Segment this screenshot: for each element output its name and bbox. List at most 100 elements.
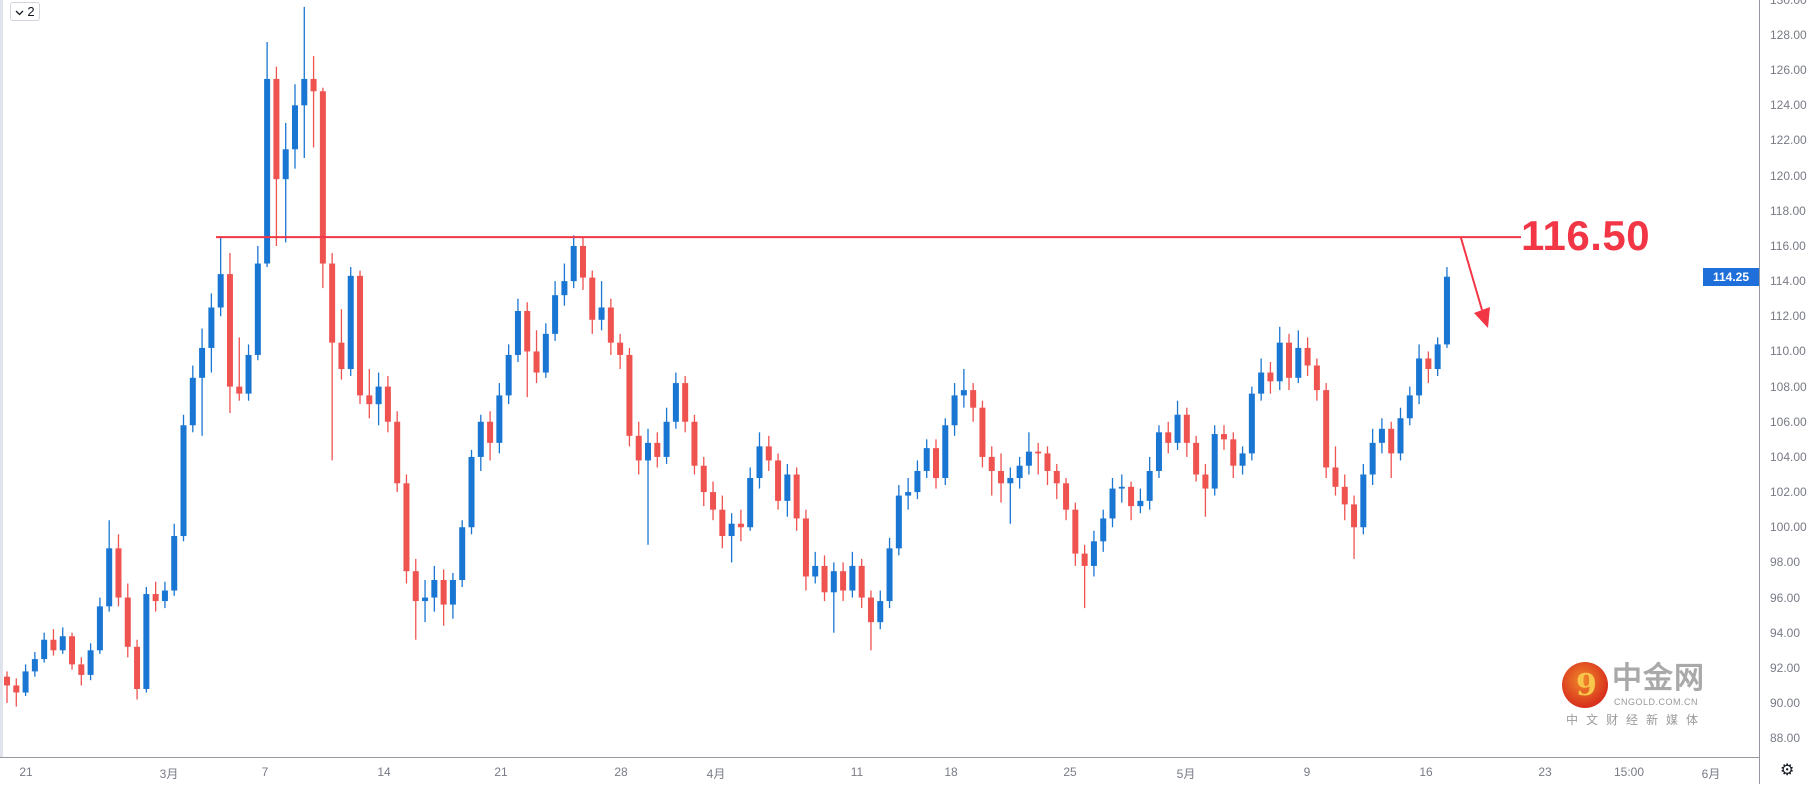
candle: [403, 474, 410, 584]
candle: [561, 263, 568, 306]
candle: [1193, 435, 1200, 482]
candle: [1369, 428, 1376, 486]
candle-body: [1137, 500, 1144, 507]
candle-body: [134, 646, 141, 689]
candle-body: [542, 333, 549, 373]
candle: [1118, 474, 1125, 503]
chevron-down-icon: [15, 4, 24, 19]
candle-body: [1007, 478, 1014, 484]
candle: [459, 520, 466, 588]
price-tick: 92.00: [1770, 660, 1801, 675]
price-tick: 118.00: [1770, 203, 1806, 218]
candle: [960, 369, 967, 408]
candle: [1304, 337, 1311, 377]
price-tick: 110.00: [1770, 344, 1806, 359]
candle-body: [960, 390, 967, 396]
candle-body: [933, 448, 939, 479]
candle: [821, 555, 828, 602]
gear-icon[interactable]: ⚙: [1780, 762, 1795, 779]
candle-body: [682, 383, 689, 422]
candle-body: [440, 579, 447, 605]
candle-body: [487, 421, 494, 443]
candle-body: [431, 579, 438, 598]
candle-body: [524, 311, 531, 352]
time-axis[interactable]: 21 3月 7 14 21 28 4月 11 18 25 5月 9 16 23 15:00 6月: [0, 757, 1759, 785]
price-tick: 106.00: [1770, 414, 1807, 429]
candle: [254, 245, 261, 361]
candle: [412, 558, 419, 640]
candle-body: [663, 421, 670, 457]
price-axis[interactable]: 130.00 128.00 126.00 124.00 122.00 120.00 118.…: [1703, 0, 1815, 784]
candle: [69, 632, 76, 670]
candle-body: [1202, 474, 1209, 489]
candle: [208, 293, 215, 373]
candle-body: [1090, 541, 1097, 566]
candle: [886, 537, 893, 609]
candle-body: [970, 390, 977, 408]
candle-body: [1072, 509, 1079, 554]
candle: [13, 678, 20, 707]
candle-body: [840, 571, 847, 591]
candle: [672, 372, 679, 429]
candle-body: [459, 527, 466, 580]
candle: [1351, 495, 1358, 559]
candle-body: [626, 354, 633, 436]
candle: [22, 664, 29, 697]
candle: [607, 298, 614, 355]
price-tick: 120.00: [1770, 168, 1807, 183]
candle-body: [617, 342, 624, 355]
time-tick: 11: [850, 765, 864, 779]
candle: [682, 376, 689, 433]
candle: [236, 337, 243, 401]
candle: [700, 456, 707, 507]
candle-body: [347, 275, 354, 370]
candle-body: [1304, 347, 1311, 366]
candle-body: [998, 470, 1005, 484]
candle: [394, 411, 401, 493]
candle: [570, 235, 577, 289]
candle: [273, 66, 280, 246]
candle-body: [171, 536, 178, 591]
candle: [199, 328, 206, 436]
candle: [1128, 481, 1135, 521]
candle: [1239, 446, 1246, 475]
candle-body: [22, 671, 29, 693]
candle: [1109, 478, 1116, 528]
price-tick: 96.00: [1770, 590, 1801, 605]
candle-body: [1100, 518, 1107, 542]
candle-body: [1230, 439, 1237, 466]
candle-body: [988, 456, 995, 471]
candle: [1155, 425, 1162, 479]
candle-body: [858, 565, 865, 598]
candles: [4, 6, 1450, 707]
candle: [1286, 333, 1293, 391]
candle: [951, 383, 958, 436]
cngold-watermark: 9 中金网 CNGOLD.COM.CN 中文财经新媒体: [1560, 660, 1718, 734]
price-tick: 126.00: [1770, 63, 1807, 78]
candle: [840, 562, 847, 602]
candle: [226, 252, 233, 413]
candle: [1211, 425, 1218, 496]
candle: [375, 372, 382, 426]
candle: [59, 627, 66, 654]
candle-body: [291, 105, 298, 150]
candle: [784, 463, 791, 517]
candle-body: [41, 639, 48, 660]
candle: [1007, 467, 1014, 524]
interval-toggle-button[interactable]: 2: [10, 2, 40, 21]
candle-body: [1332, 467, 1339, 487]
price-chart[interactable]: [0, 0, 1759, 757]
candle: [710, 481, 717, 521]
time-tick: 23: [1538, 765, 1552, 779]
candle: [440, 569, 447, 626]
candle-body: [886, 548, 893, 602]
candle-body: [319, 91, 326, 264]
candle-body: [533, 351, 540, 373]
candle-body: [1323, 390, 1330, 468]
candle-body: [849, 565, 856, 591]
price-tick: 124.00: [1770, 98, 1807, 113]
candle-body: [867, 597, 874, 623]
candle-body: [645, 442, 652, 461]
candle: [1323, 383, 1330, 479]
candle-body: [1035, 451, 1042, 454]
